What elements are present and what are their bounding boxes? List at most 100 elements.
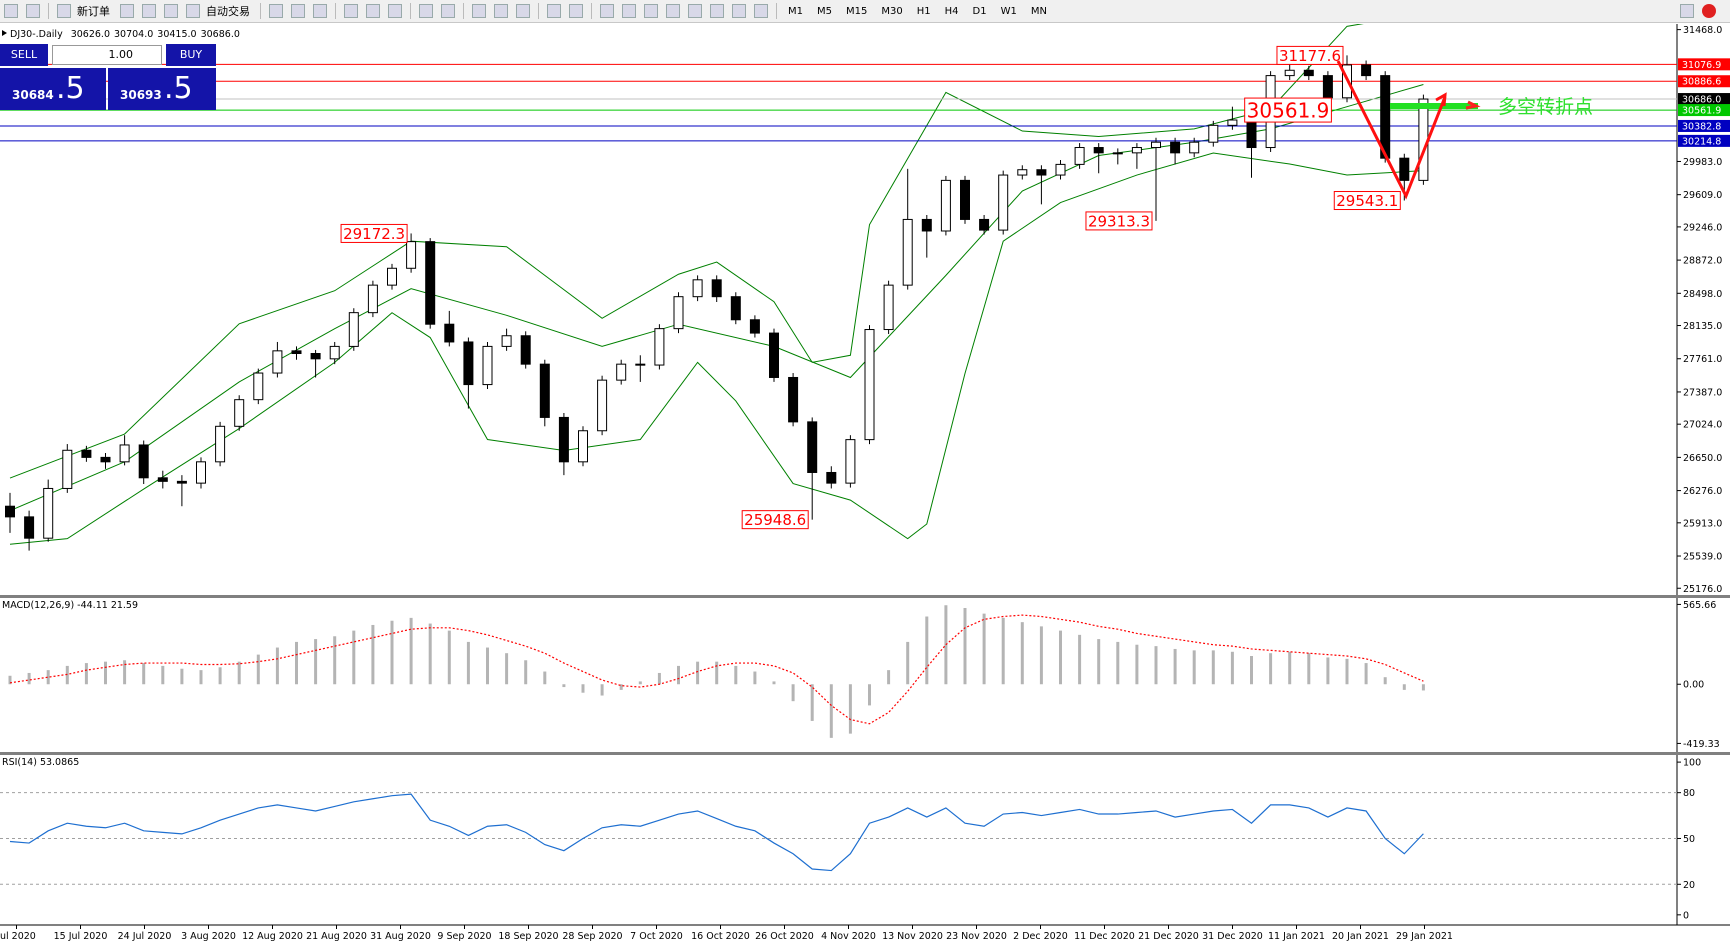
x-tick-label: 20 Jan 2021 bbox=[1332, 931, 1389, 942]
periods[interactable] bbox=[494, 4, 508, 18]
auto-trade-button[interactable]: 自动交易 bbox=[206, 5, 250, 18]
trendline[interactable] bbox=[644, 4, 658, 18]
candle-body bbox=[1361, 64, 1372, 77]
label-tool[interactable] bbox=[732, 4, 746, 18]
candle-body bbox=[1170, 141, 1181, 154]
x-tick-label: 7 Oct 2020 bbox=[630, 931, 683, 942]
candle-body bbox=[749, 319, 760, 334]
buy-price[interactable]: 30693.5 bbox=[108, 68, 216, 110]
rsi-title: RSI(14) 53.0865 bbox=[2, 757, 79, 768]
timeframe-button[interactable]: M30 bbox=[881, 5, 903, 17]
candle-body bbox=[81, 449, 92, 458]
x-tick-label: 12 Aug 2020 bbox=[242, 931, 303, 942]
tool-icon[interactable] bbox=[441, 4, 455, 18]
indicators[interactable] bbox=[472, 4, 486, 18]
price-level-label: 30214.8 bbox=[1682, 136, 1721, 147]
candle-body bbox=[62, 449, 73, 489]
rsi-plot bbox=[0, 792, 1677, 885]
new-order-button[interactable]: 新订单 bbox=[77, 5, 110, 18]
annotation-label: 29172.3 bbox=[343, 225, 405, 243]
annotation-box bbox=[1333, 191, 1401, 211]
x-tick-label: 4 Nov 2020 bbox=[821, 931, 876, 942]
candle-body bbox=[367, 284, 378, 314]
x-tick-label: 2 Dec 2020 bbox=[1013, 931, 1068, 942]
hline[interactable] bbox=[622, 4, 636, 18]
candle-body bbox=[692, 279, 703, 298]
timeframe-button[interactable]: D1 bbox=[972, 5, 987, 17]
zoom-in[interactable] bbox=[344, 4, 358, 18]
candle-body bbox=[578, 430, 588, 463]
tool-icon[interactable] bbox=[313, 4, 327, 18]
candle-body bbox=[864, 329, 875, 441]
y-tick-label: 31468.0 bbox=[1683, 25, 1722, 36]
notification-badge[interactable] bbox=[1702, 4, 1716, 18]
timeframe-button[interactable]: M5 bbox=[817, 5, 832, 17]
price-level-box bbox=[1678, 104, 1730, 117]
tool-icon[interactable] bbox=[164, 4, 178, 18]
timeframe-button[interactable]: M15 bbox=[846, 5, 868, 17]
timeframe-button[interactable]: M1 bbox=[788, 5, 803, 17]
x-tick-label: 24 Jul 2020 bbox=[118, 931, 172, 942]
x-tick-label: 11 Jan 2021 bbox=[1268, 931, 1325, 942]
symbol-header: DJ30-.Daily 30626.0 30704.0 30415.0 30686.0 bbox=[10, 29, 240, 40]
tool-icon[interactable] bbox=[120, 4, 134, 18]
crosshair[interactable] bbox=[569, 4, 583, 18]
tool-icon[interactable] bbox=[291, 4, 305, 18]
zoom-out[interactable] bbox=[366, 4, 380, 18]
candle-body bbox=[807, 421, 818, 473]
timeframe-button[interactable]: H1 bbox=[916, 5, 931, 17]
tool-icon[interactable] bbox=[4, 4, 18, 18]
candle-body bbox=[176, 480, 187, 484]
tool-icon[interactable] bbox=[419, 4, 433, 18]
price-level-label: 30382.8 bbox=[1682, 121, 1721, 132]
timeframe-button[interactable]: W1 bbox=[1000, 5, 1017, 17]
y-tick-label: 25539.0 bbox=[1683, 552, 1722, 563]
price-annotation: 29313.3 bbox=[1085, 211, 1153, 231]
arrows[interactable] bbox=[754, 4, 768, 18]
fibo[interactable] bbox=[688, 4, 702, 18]
auto-trade-icon[interactable] bbox=[186, 4, 200, 18]
v-arrow-head bbox=[1435, 92, 1447, 107]
tool-icon[interactable] bbox=[142, 4, 156, 18]
annotation-label: 25948.6 bbox=[744, 511, 806, 529]
candle-body bbox=[883, 284, 894, 331]
price-level-box bbox=[1678, 75, 1730, 88]
candle-body bbox=[1227, 119, 1238, 126]
buy-button[interactable]: BUY bbox=[166, 44, 216, 66]
search[interactable] bbox=[1680, 4, 1694, 18]
candle-body bbox=[482, 345, 493, 386]
x-tick-label: 29 Jan 2021 bbox=[1396, 931, 1453, 942]
price-level-box bbox=[1678, 58, 1730, 71]
candle-body bbox=[215, 425, 226, 463]
main-plot: 29172.3 25948.6 29313.3 31177.6 30561.9 29543… bbox=[0, 24, 1677, 551]
macd-title: MACD(12,26,9) -44.11 21.59 bbox=[2, 600, 138, 611]
lower-band bbox=[9, 152, 1424, 545]
templates[interactable] bbox=[516, 4, 530, 18]
tool-icon[interactable] bbox=[269, 4, 283, 18]
tool-icon[interactable] bbox=[26, 4, 40, 18]
new-order-icon[interactable] bbox=[57, 4, 71, 18]
candle-body bbox=[406, 241, 417, 269]
candle-body bbox=[616, 363, 627, 381]
annotation-box bbox=[1244, 97, 1332, 123]
x-tick-label: 23 Nov 2020 bbox=[946, 931, 1007, 942]
text-tool[interactable] bbox=[710, 4, 724, 18]
x-tick-label: 13 Nov 2020 bbox=[882, 931, 943, 942]
sell-price[interactable]: 30684.5 bbox=[0, 68, 106, 110]
x-tick-label: 28 Sep 2020 bbox=[562, 931, 622, 942]
rsi-tick-label: 20 bbox=[1683, 880, 1695, 891]
timeframe-button[interactable]: H4 bbox=[944, 5, 959, 17]
sell-button[interactable]: SELL bbox=[0, 44, 48, 66]
candle-body bbox=[558, 416, 569, 463]
tile[interactable] bbox=[388, 4, 402, 18]
upper-band bbox=[9, 24, 1364, 479]
timeframe-button[interactable]: MN bbox=[1030, 5, 1047, 17]
macd-tick-label: 565.66 bbox=[1683, 600, 1716, 611]
candle-body bbox=[1208, 124, 1219, 143]
volume-input[interactable]: 1.00 bbox=[52, 45, 162, 65]
vline[interactable] bbox=[600, 4, 614, 18]
candle-body bbox=[998, 174, 1009, 231]
cursor[interactable] bbox=[547, 4, 561, 18]
channel[interactable] bbox=[666, 4, 680, 18]
